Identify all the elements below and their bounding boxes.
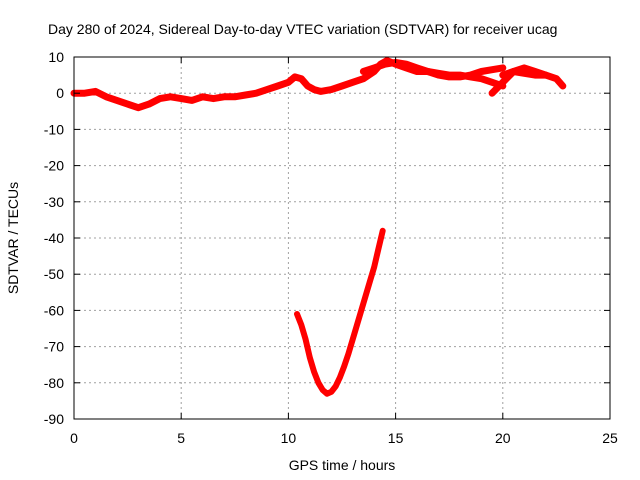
y-tick-label: -50 — [44, 266, 64, 282]
x-tick-label: 25 — [602, 430, 618, 446]
y-tick-label: -20 — [44, 158, 64, 174]
y-axis-label: SDTVAR / TECUs — [5, 182, 21, 294]
y-tick-label: -60 — [44, 302, 64, 318]
x-tick-label: 5 — [177, 430, 185, 446]
series-line-2 — [359, 58, 507, 90]
y-tick-label: -80 — [44, 375, 64, 391]
chart-title: Day 280 of 2024, Sidereal Day-to-day VTE… — [48, 21, 557, 37]
y-tick-label: -10 — [44, 121, 64, 137]
x-tick-label: 15 — [388, 430, 404, 446]
x-axis-label: GPS time / hours — [289, 457, 396, 473]
y-tick-label: 10 — [48, 49, 64, 65]
series-line-4 — [294, 227, 386, 397]
grid-lines — [74, 57, 610, 419]
x-tick-label: 20 — [495, 430, 511, 446]
y-tick-label: -40 — [44, 230, 64, 246]
x-tick-label: 10 — [281, 430, 297, 446]
y-tick-label: -30 — [44, 194, 64, 210]
x-tick-label: 0 — [70, 430, 78, 446]
y-tick-label: -70 — [44, 339, 64, 355]
y-tick-label: 0 — [56, 85, 64, 101]
y-tick-labels: 10 0 -10 -20 -30 -40 -50 -60 -70 -80 -90 — [44, 49, 64, 427]
series-line-3 — [488, 64, 550, 97]
series-layer — [70, 57, 567, 397]
y-tick-label: -90 — [44, 411, 64, 427]
axis-ticks — [73, 56, 611, 420]
x-tick-labels: 0 5 10 15 20 25 — [70, 430, 618, 446]
